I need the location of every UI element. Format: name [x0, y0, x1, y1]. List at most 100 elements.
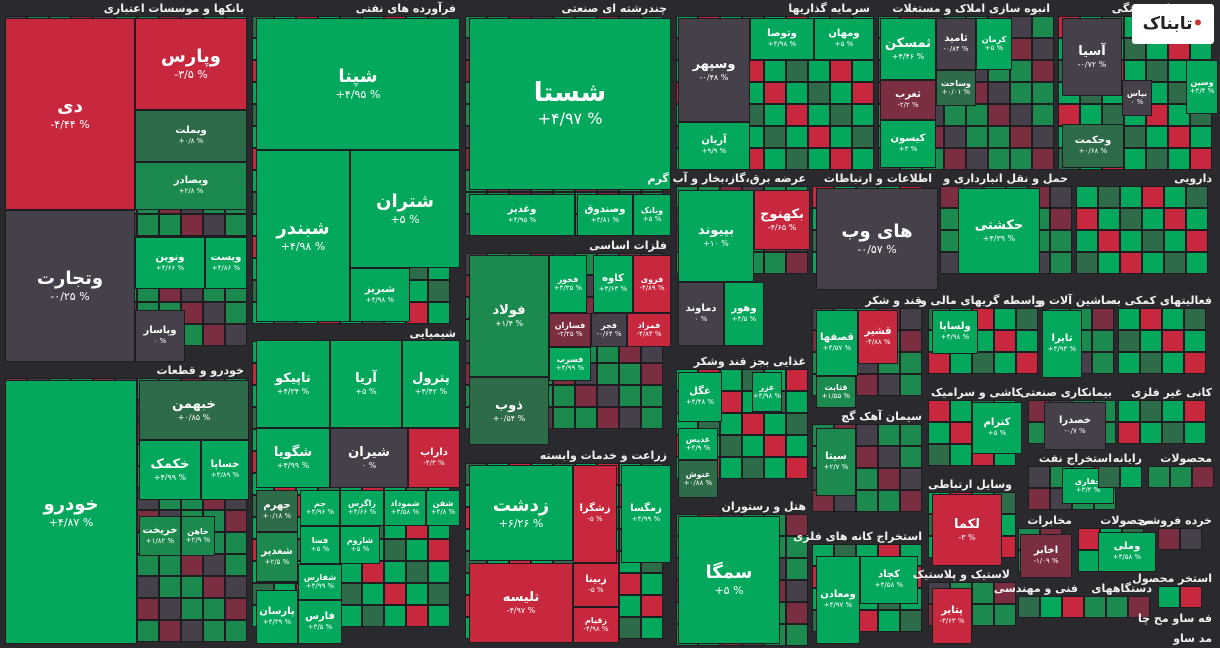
stock-tile[interactable]: فسرب +۴/۹۹ %	[549, 347, 591, 381]
stock-tile[interactable]: غدیس +۴/۹ %	[678, 428, 718, 460]
stock-tile[interactable]: فخوز +۴/۳۵ %	[549, 255, 587, 313]
stock-tile[interactable]: غنوش +۰/۸۸ %	[678, 460, 718, 498]
stock-tile[interactable]: کترام +۵ %	[972, 402, 1022, 454]
stock-tile[interactable]: فسازان -۲/۲۵ %	[549, 313, 591, 347]
stock-tile[interactable]: شبریز +۴/۹۸ %	[350, 268, 410, 322]
stock-tile[interactable]: کاوه +۴/۶۳ %	[593, 255, 633, 313]
stock-tile[interactable]: ومعادن +۴/۹۷ %	[816, 556, 860, 644]
stock-tile[interactable]: کچاد +۴/۵۸ %	[860, 556, 918, 604]
stock-tile[interactable]: فارس +۳/۵ %	[298, 600, 342, 644]
stock-tile[interactable]: خریخت +۱/۸۲ %	[139, 516, 181, 556]
stock-tile[interactable]: وپاسار ۰ %	[135, 310, 185, 362]
stock-tile[interactable]: شبندر +۴/۹۸ %	[256, 150, 350, 322]
stock-change: -۰/۷ %	[1064, 427, 1086, 436]
stock-tile[interactable]: شگویا +۴/۹۹ %	[256, 428, 330, 488]
stock-tile[interactable]: بپیوند +۱۰ %	[678, 190, 754, 282]
stock-tile[interactable]: شیران ۰ %	[330, 428, 408, 488]
stock-tile[interactable]: فروی -۴/۸۹ %	[633, 255, 671, 313]
stock-tile[interactable]: وپارس -۳/۵ %	[135, 18, 247, 110]
stock-tile[interactable]: زدشت +۶/۲۶ %	[469, 465, 573, 561]
stock-tile[interactable]: شاروم +۵ %	[340, 526, 380, 564]
stock-tile[interactable]: جهرم +۰/۱۸ %	[256, 490, 298, 532]
stock-tile[interactable]: وسپهر -۰/۴۸ %	[678, 18, 750, 122]
stock-tile[interactable]: قصفها +۴/۵۷ %	[816, 310, 858, 376]
stock-change: +۵ %	[310, 545, 330, 554]
stock-tile[interactable]: وبصادر +۲/۸ %	[135, 162, 247, 210]
stock-tile[interactable]: دی -۴/۴۴ %	[5, 18, 135, 210]
stock-tile[interactable]: ثغرب -۲/۲ %	[880, 80, 936, 120]
stock-tile[interactable]: پتایر -۳/۶۳ %	[932, 588, 972, 644]
stock-tile[interactable]: دماوند ۰ %	[678, 282, 724, 346]
stock-tile[interactable]: وبملت +۰/۸ %	[135, 110, 247, 162]
stock-tile[interactable]: ومهان +۵ %	[814, 18, 874, 60]
stock-tile[interactable]: وحکمت +۰/۶۸ %	[1062, 124, 1124, 168]
stock-tile[interactable]: فمراد -۴/۸۳ %	[627, 313, 671, 347]
stock-tile[interactable]: تایرا +۴/۹۳ %	[1042, 310, 1082, 378]
stock-tile[interactable]: بکهنوج -۴/۶۵ %	[754, 190, 810, 250]
stock-tile[interactable]: وملی +۴/۵۸ %	[1098, 532, 1156, 572]
stock-tile[interactable]: وتوصا +۴/۹۸ %	[750, 18, 814, 60]
stock-tile[interactable]: وبانک +۵ %	[633, 194, 671, 236]
stock-tile[interactable]: اخابر -۱/۰۹ %	[1020, 534, 1072, 578]
stock-tile[interactable]: زشگزا -۵ %	[573, 465, 617, 563]
stock-tile[interactable]: تاپیکو +۴/۳۴ %	[256, 340, 330, 428]
stock-tile[interactable]: لکما -۳ %	[932, 494, 1002, 566]
stock-tile[interactable]: وغدیر +۴/۹۵ %	[469, 194, 575, 236]
stock-tile[interactable]: بیاس ۰ %	[1122, 80, 1152, 116]
stock-tile[interactable]: داراب -۴/۳ %	[408, 428, 460, 488]
stock-change: +۴/۹۶ %	[305, 508, 335, 517]
stock-tile[interactable]: پارسان +۴/۳۹ %	[256, 590, 298, 644]
stock-tile[interactable]: سیتا +۲/۷ %	[816, 428, 856, 496]
stock-tile[interactable]: خکمک +۴/۹۹ %	[139, 440, 201, 500]
stock-tile[interactable]: وصندوق +۳/۸۱ %	[577, 194, 633, 236]
stock-tile[interactable]: حکشتی +۴/۳۹ %	[958, 188, 1040, 274]
stock-tile[interactable]: شفارس +۴/۹۹ %	[298, 564, 342, 600]
stock-tile[interactable]: ولساپا +۴/۹۸ %	[932, 310, 978, 354]
stock-tile[interactable]: خساپا +۴/۸۹ %	[201, 440, 249, 500]
stock-tile[interactable]: قثابت +۱/۵۵ %	[816, 376, 856, 408]
stock-tile[interactable]: وسین +۴/۴ %	[1186, 60, 1218, 114]
stock-tile[interactable]: آریا +۵ %	[330, 340, 402, 428]
stock-tile[interactable]: شموداد +۴/۵۸ %	[384, 490, 426, 526]
stock-tile[interactable]: خودرو +۴/۸۷ %	[5, 380, 137, 644]
stock-tile[interactable]: کیسون +۳ %	[880, 120, 936, 168]
stock-tile[interactable]: ثامید -۰/۸۴ %	[936, 18, 976, 70]
stock-tile[interactable]: پترول +۴/۴۲ %	[402, 340, 460, 428]
stock-tile[interactable]: زقیام -۴/۹۸ %	[573, 607, 619, 643]
stock-tile[interactable]: غزر +۴/۹۸ %	[752, 372, 782, 412]
stock-tile[interactable]: جم +۴/۹۶ %	[300, 490, 340, 526]
stock-tile[interactable]: خصدرا -۰/۷ %	[1044, 402, 1106, 450]
stock-tile[interactable]: آریان +۹/۹ %	[678, 122, 750, 170]
stock-tile[interactable]: های وب -۰/۵۷ %	[816, 188, 938, 290]
stock-tile[interactable]: قشیر -۴/۸۸ %	[858, 310, 898, 364]
stock-tile[interactable]: شستا +۴/۹۷ %	[469, 18, 671, 190]
stock-tile[interactable]: شتران +۵ %	[350, 150, 460, 268]
stock-tile[interactable]: خاهن +۲/۹ %	[181, 516, 215, 556]
stock-tile[interactable]: خبهمن +۰/۸۵ %	[139, 380, 249, 440]
stock-tile[interactable]: زبینا -۵ %	[573, 563, 619, 607]
stock-tile[interactable]: زمگسا +۴/۹۹ %	[621, 465, 671, 563]
stock-tile[interactable]: ذوب +۰/۵۴ %	[469, 377, 549, 445]
sector-title: هتل و رستوران	[721, 500, 806, 513]
stock-tile[interactable]: ونوین +۴/۶۶ %	[135, 237, 205, 289]
stock-tile[interactable]: شفن +۴/۸ %	[426, 490, 460, 526]
stock-tile[interactable]: شغدیر +۲/۵ %	[256, 532, 298, 582]
stock-tile[interactable]: شپنا +۴/۹۵ %	[256, 18, 460, 150]
stock-tile[interactable]: تلیسه -۴/۹۷ %	[469, 563, 573, 643]
stock-tile[interactable]: وهور +۴/۵ %	[724, 282, 764, 346]
stock-tile[interactable]: ثمسکن +۴/۴۶ %	[880, 18, 936, 80]
stock-tile[interactable]: زاگرس +۴/۶۶ %	[340, 490, 384, 526]
stock-name: خبهمن	[172, 397, 216, 412]
stock-tile[interactable]: فولاد +۱/۴ %	[469, 255, 549, 377]
stock-tile[interactable]: سمگا +۵ %	[678, 516, 780, 644]
stock-change: -۴/۸۹ %	[639, 284, 665, 293]
stock-tile[interactable]: کرمان +۵ %	[976, 18, 1012, 70]
stock-tile[interactable]: فسا +۵ %	[300, 526, 340, 564]
stock-tile[interactable]: وتجارت -۰/۲۵ %	[5, 210, 135, 362]
stock-tile[interactable]: غگل +۴/۴۸ %	[678, 372, 722, 422]
stock-tile[interactable]: آسیا -۰/۷۲ %	[1062, 18, 1122, 96]
stock-tile[interactable]: ویست +۴/۸۶ %	[205, 237, 247, 289]
filler-tile	[764, 60, 786, 82]
stock-tile[interactable]: فجر -۰/۶۴ %	[591, 313, 627, 347]
stock-tile[interactable]: وساخت +۰/۰۱ %	[936, 70, 976, 106]
